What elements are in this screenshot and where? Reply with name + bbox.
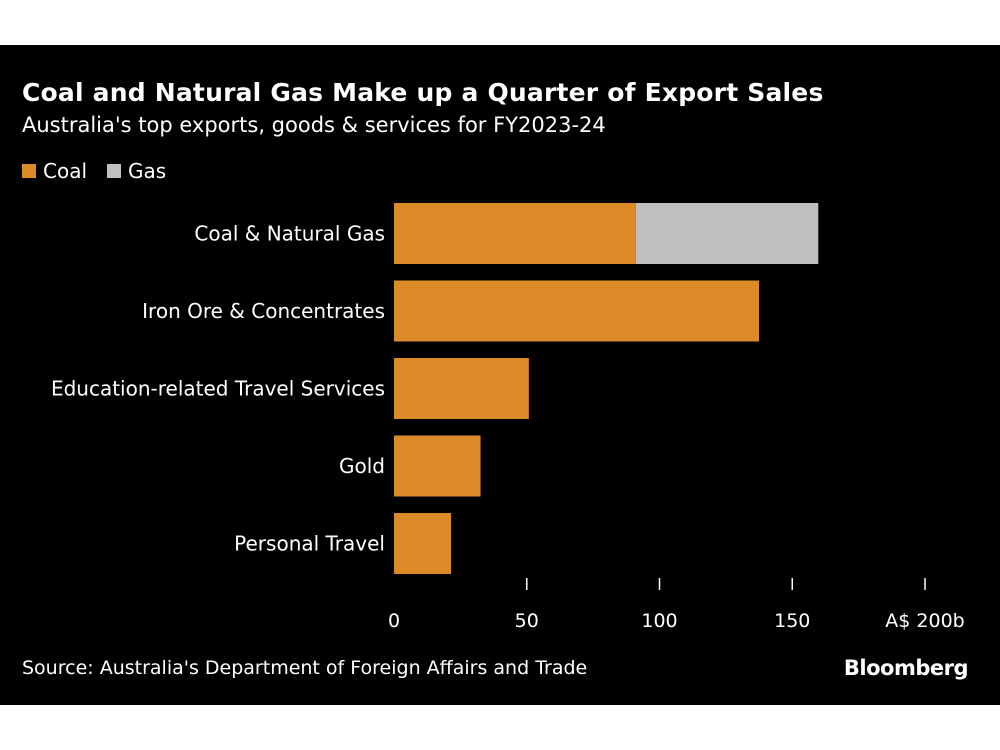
- legend-swatch-gas: [107, 164, 122, 178]
- chart-title: Coal and Natural Gas Make up a Quarter o…: [22, 78, 824, 107]
- x-tick-label: 150: [774, 610, 810, 632]
- category-label: Coal & Natural Gas: [194, 222, 385, 246]
- bar-coal: [394, 358, 529, 419]
- legend-label-gas: Gas: [128, 159, 167, 183]
- x-tick-label: A$ 200b: [885, 610, 964, 632]
- x-tick-label: 0: [388, 610, 400, 632]
- x-tick-label: 100: [641, 610, 677, 632]
- category-label: Gold: [339, 454, 385, 478]
- bar-coal: [394, 203, 636, 264]
- chart-panel: Coal and Natural Gas Make up a Quarter o…: [0, 45, 1000, 705]
- bar-coal: [394, 513, 452, 574]
- source-note: Source: Australia's Department of Foreig…: [22, 657, 588, 679]
- legend-item-coal: Coal: [22, 159, 87, 183]
- legend-swatch-coal: [22, 164, 36, 178]
- legend-item-gas: Gas: [107, 159, 166, 183]
- x-tick-label: 50: [515, 610, 539, 632]
- bloomberg-logo: Bloomberg: [843, 656, 969, 680]
- legend-label-coal: Coal: [43, 159, 88, 183]
- bar-coal: [394, 435, 481, 497]
- category-label: Iron Ore & Concentrates: [142, 299, 385, 323]
- bar-coal: [394, 280, 760, 342]
- category-label: Education-related Travel Services: [51, 377, 385, 401]
- legend: Coal Gas: [22, 159, 186, 183]
- bar-chart: Coal & Natural Gas Iron Ore & Concentrate…: [51, 203, 965, 632]
- category-label: Personal Travel: [234, 532, 385, 556]
- bar-gas: [635, 203, 819, 264]
- chart-subtitle: Australia's top exports, goods & service…: [22, 113, 606, 137]
